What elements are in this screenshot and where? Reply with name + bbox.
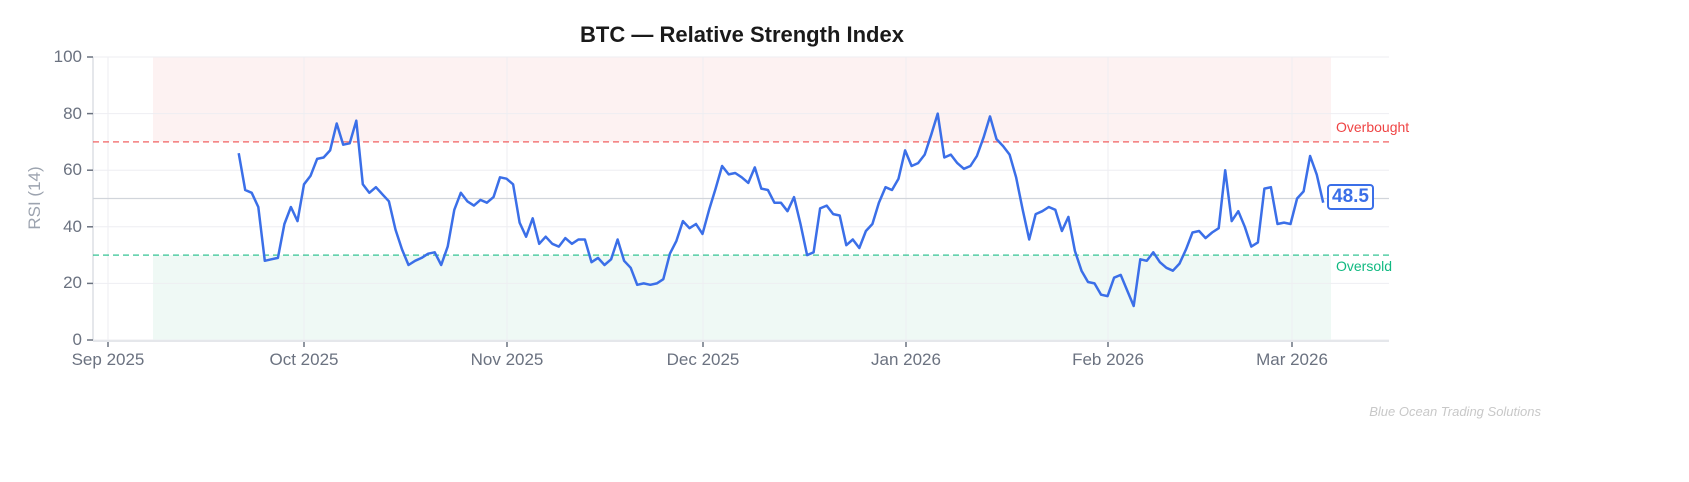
y-tick-label: 0 (72, 330, 82, 349)
x-tick-label: Mar 2026 (1256, 350, 1328, 369)
x-tick-label: Sep 2025 (71, 350, 145, 369)
oversold-label: Oversold (1336, 258, 1393, 274)
overbought-zone (153, 57, 1331, 142)
x-tick-label: Nov 2025 (470, 350, 544, 369)
overbought-label: Overbought (1336, 119, 1410, 135)
y-tick-label: 100 (53, 47, 82, 66)
x-tick-label: Feb 2026 (1072, 350, 1144, 369)
y-tick-label: 80 (63, 103, 82, 123)
y-tick-label: 20 (63, 273, 82, 293)
rsi-line (237, 112, 1325, 308)
oversold-zone (153, 255, 1331, 340)
x-tick-label: Oct 2025 (269, 350, 339, 369)
x-tick-label: Dec 2025 (666, 350, 740, 369)
watermark: Blue Ocean Trading Solutions (1369, 404, 1541, 419)
y-tick-label: 40 (63, 216, 82, 236)
x-tick-label: Jan 2026 (871, 350, 941, 369)
last-value-badge: 48.5 (1327, 184, 1374, 210)
chart-title: BTC — Relative Strength Index (580, 22, 904, 47)
y-tick-label: 60 (63, 160, 82, 180)
